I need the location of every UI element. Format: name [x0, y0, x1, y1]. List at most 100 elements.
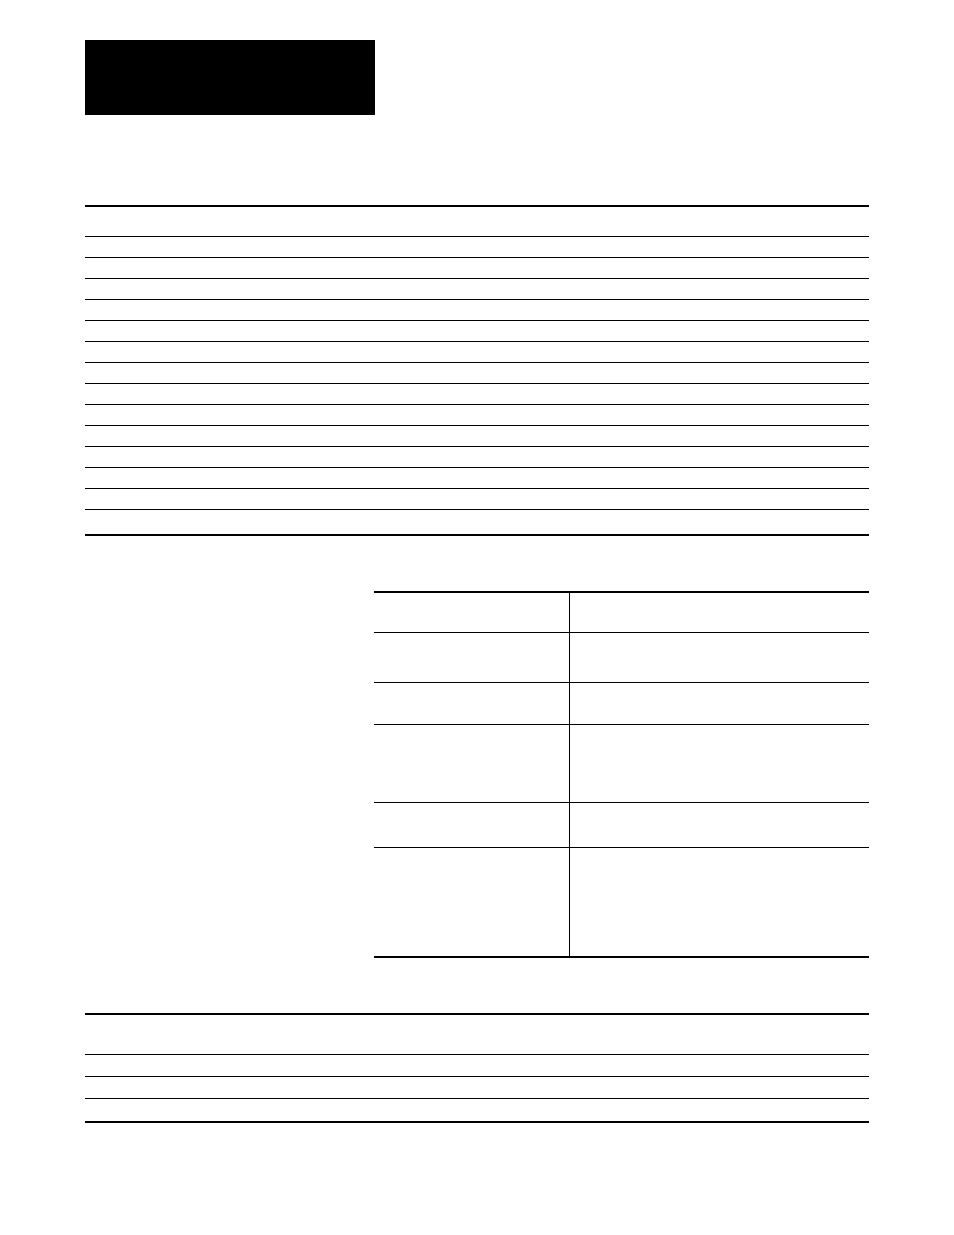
table-cell — [395, 206, 673, 236]
table-cell — [569, 802, 869, 847]
table-row — [85, 383, 869, 404]
page-container — [0, 0, 954, 1235]
table-cell — [374, 682, 569, 724]
table-cell — [673, 341, 869, 362]
table-cell — [85, 1098, 200, 1122]
table-cell — [600, 1076, 869, 1098]
table-cell — [395, 467, 673, 488]
table-2 — [374, 591, 869, 958]
table-cell — [600, 1098, 869, 1122]
table-row — [85, 299, 869, 320]
table-cell — [147, 446, 395, 467]
table-cell — [569, 847, 869, 957]
table-row — [374, 724, 869, 802]
table-cell — [395, 299, 673, 320]
table-cell — [673, 467, 869, 488]
table-cell — [673, 446, 869, 467]
table-cell — [85, 236, 147, 257]
table-cell — [374, 724, 569, 802]
table-cell — [569, 592, 869, 632]
table-cell — [569, 682, 869, 724]
table-cell — [85, 467, 147, 488]
table-row — [85, 1076, 869, 1098]
table-cell — [147, 362, 395, 383]
table-row — [374, 592, 869, 632]
table-row — [85, 467, 869, 488]
table-row — [85, 278, 869, 299]
table-row — [85, 1054, 869, 1076]
table-cell — [400, 1054, 600, 1076]
table-cell — [673, 278, 869, 299]
table-cell — [85, 299, 147, 320]
table-cell — [85, 509, 147, 535]
table-cell — [85, 320, 147, 341]
table-cell — [85, 404, 147, 425]
table-cell — [147, 278, 395, 299]
table-cell — [395, 257, 673, 278]
table-row — [85, 446, 869, 467]
table-cell — [200, 1098, 400, 1122]
table-cell — [200, 1076, 400, 1098]
table-cell — [673, 488, 869, 509]
header-black-box — [85, 40, 375, 115]
table-cell — [600, 1014, 869, 1054]
table-cell — [395, 362, 673, 383]
table-row — [85, 206, 869, 236]
table-cell — [147, 257, 395, 278]
table-cell — [374, 802, 569, 847]
table-cell — [374, 592, 569, 632]
table-row — [85, 341, 869, 362]
table-cell — [85, 446, 147, 467]
table-cell — [85, 1076, 200, 1098]
table-cell — [85, 383, 147, 404]
table-row — [85, 1014, 869, 1054]
table-cell — [147, 467, 395, 488]
table-row — [85, 236, 869, 257]
table-cell — [147, 425, 395, 446]
table-row — [374, 802, 869, 847]
table-cell — [569, 724, 869, 802]
table-row — [85, 404, 869, 425]
table-cell — [85, 488, 147, 509]
table-row — [85, 425, 869, 446]
table-cell — [395, 509, 673, 535]
table-cell — [85, 257, 147, 278]
table-cell — [673, 236, 869, 257]
table-cell — [673, 425, 869, 446]
table-cell — [395, 320, 673, 341]
table-cell — [85, 425, 147, 446]
table-row — [85, 257, 869, 278]
table-1 — [85, 205, 869, 536]
table-row — [374, 847, 869, 957]
table-cell — [569, 632, 869, 682]
table-cell — [147, 383, 395, 404]
table-cell — [395, 383, 673, 404]
table-cell — [400, 1014, 600, 1054]
table-cell — [147, 299, 395, 320]
table-row — [85, 488, 869, 509]
table-cell — [147, 320, 395, 341]
table-cell — [147, 236, 395, 257]
table-cell — [673, 404, 869, 425]
table-cell — [85, 1054, 200, 1076]
table-cell — [200, 1014, 400, 1054]
table-cell — [673, 299, 869, 320]
table-cell — [673, 509, 869, 535]
table-cell — [673, 362, 869, 383]
table-cell — [85, 278, 147, 299]
table-cell — [85, 206, 147, 236]
table-cell — [395, 488, 673, 509]
table-cell — [395, 404, 673, 425]
table-cell — [147, 341, 395, 362]
table-row — [85, 1098, 869, 1122]
table-cell — [85, 362, 147, 383]
table-cell — [395, 425, 673, 446]
table-cell — [374, 847, 569, 957]
table-row — [85, 320, 869, 341]
table-row — [85, 362, 869, 383]
table-cell — [85, 1014, 200, 1054]
table-cell — [600, 1054, 869, 1076]
table-cell — [147, 206, 395, 236]
table-cell — [395, 446, 673, 467]
table-cell — [395, 278, 673, 299]
